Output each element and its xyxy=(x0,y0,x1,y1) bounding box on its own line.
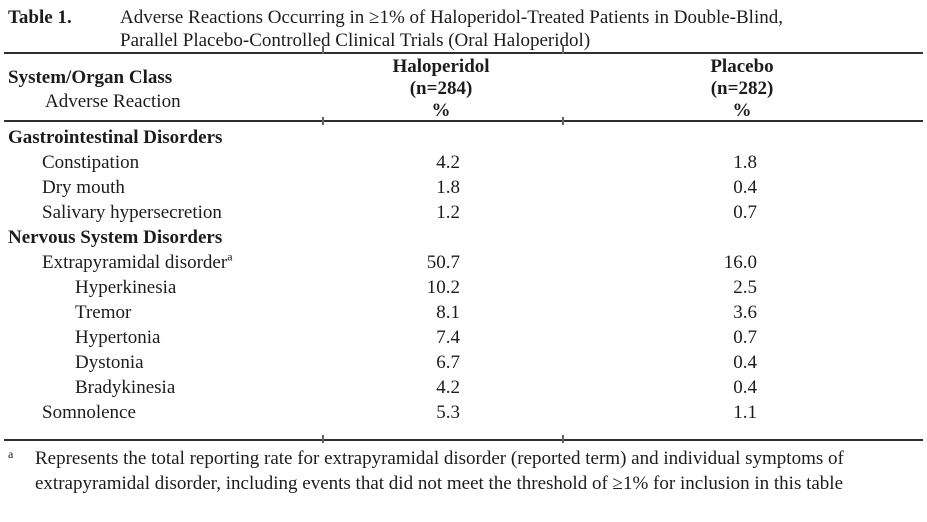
haloperidol-value: 4.2 xyxy=(436,376,460,398)
footnote-marker: a xyxy=(8,446,14,461)
table-row: Hyperkinesia 10.2 2.5 xyxy=(4,275,923,300)
column-tick xyxy=(322,435,324,443)
column-tick xyxy=(322,117,324,125)
placebo-value: 0.4 xyxy=(733,176,757,198)
row-label: Salivary hypersecretion xyxy=(42,201,222,223)
caption-title-line-2: Parallel Placebo-Controlled Clinical Tri… xyxy=(120,30,591,51)
header-placebo: Placebo (n=282) % xyxy=(561,54,923,122)
haloperidol-value: 50.7 xyxy=(426,251,460,273)
haloperidol-value: 1.2 xyxy=(436,201,460,223)
row-label: Dry mouth xyxy=(42,176,125,198)
haloperidol-value: 10.2 xyxy=(426,276,460,298)
placebo-value: 16.0 xyxy=(723,251,757,273)
haloperidol-value: 1.8 xyxy=(436,176,460,198)
table-row: Constipation 4.2 1.8 xyxy=(4,150,923,175)
row-label: Constipation xyxy=(42,151,140,173)
table-row: Extrapyramidal disordera 50.7 16.0 xyxy=(4,250,923,275)
table-row: Gastrointestinal Disorders xyxy=(4,125,923,150)
header-haloperidol-unit: % xyxy=(431,100,451,121)
header-placebo-n: (n=282) xyxy=(710,78,774,99)
header-system-organ-class: System/Organ Class Adverse Reaction xyxy=(4,54,321,122)
header-haloperidol: Haloperidol (n=284) % xyxy=(321,54,561,122)
haloperidol-value: 8.1 xyxy=(436,301,460,323)
row-label: Bradykinesia xyxy=(75,376,176,398)
column-tick xyxy=(562,117,564,125)
header-haloperidol-name: Haloperidol xyxy=(392,56,490,77)
divider-bottom xyxy=(4,438,923,441)
haloperidol-value: 6.7 xyxy=(436,351,460,373)
row-label: Somnolence xyxy=(42,401,136,423)
haloperidol-value xyxy=(321,225,561,250)
header-haloperidol-n: (n=284) xyxy=(409,78,473,99)
row-label: Extrapyramidal disordera xyxy=(42,249,233,273)
placebo-value xyxy=(561,125,923,150)
table-row: Dry mouth 1.8 0.4 xyxy=(4,175,923,200)
placebo-value: 0.7 xyxy=(733,201,757,223)
haloperidol-value xyxy=(321,125,561,150)
table-row: Bradykinesia 4.2 0.4 xyxy=(4,375,923,400)
row-label: Hypertonia xyxy=(75,326,161,348)
divider-top xyxy=(4,52,923,54)
table-row: Salivary hypersecretion 1.2 0.7 xyxy=(4,200,923,225)
haloperidol-value: 7.4 xyxy=(436,326,460,348)
table-row: Tremor 8.1 3.6 xyxy=(4,300,923,325)
haloperidol-value: 4.2 xyxy=(436,151,460,173)
column-tick xyxy=(562,46,564,54)
divider-header xyxy=(4,120,923,122)
row-label: Dystonia xyxy=(75,351,144,373)
table-row: Hypertonia 7.4 0.7 xyxy=(4,325,923,350)
table-row: Dystonia 6.7 0.4 xyxy=(4,350,923,375)
table-caption-title: Adverse Reactions Occurring in ≥1% of Ha… xyxy=(120,6,783,52)
header-col1-line2: Adverse Reaction xyxy=(45,91,181,112)
table-caption-label: Table 1. xyxy=(8,7,72,28)
placebo-value: 1.1 xyxy=(733,401,757,423)
header-placebo-name: Placebo xyxy=(710,56,774,77)
caption-title-line-1: Adverse Reactions Occurring in ≥1% of Ha… xyxy=(120,7,783,28)
row-label: Gastrointestinal Disorders xyxy=(8,126,223,148)
placebo-value: 0.4 xyxy=(733,351,757,373)
row-label: Nervous System Disorders xyxy=(8,226,223,248)
placebo-value: 0.4 xyxy=(733,376,757,398)
header-placebo-unit: % xyxy=(732,100,752,121)
footnote-text: Represents the total reporting rate for … xyxy=(35,447,844,494)
row-label: Tremor xyxy=(75,301,132,323)
table-row: Nervous System Disorders xyxy=(4,225,923,250)
placebo-value xyxy=(561,225,923,250)
column-tick xyxy=(322,46,324,54)
header-col1-line1: System/Organ Class xyxy=(8,67,173,88)
row-label: Hyperkinesia xyxy=(75,276,177,298)
placebo-value: 0.7 xyxy=(733,326,757,348)
placebo-value: 2.5 xyxy=(733,276,757,298)
table-body: Gastrointestinal Disorders Constipation … xyxy=(4,122,923,425)
placebo-value: 1.8 xyxy=(733,151,757,173)
table-row: Somnolence 5.3 1.1 xyxy=(4,400,923,425)
footnote: a Represents the total reporting rate fo… xyxy=(0,441,927,496)
placebo-value: 3.6 xyxy=(733,301,757,323)
column-tick xyxy=(562,435,564,443)
table-caption: Table 1. Adverse Reactions Occurring in … xyxy=(0,0,927,52)
haloperidol-value: 5.3 xyxy=(436,401,460,423)
table-header: System/Organ Class Adverse Reaction Halo… xyxy=(4,54,923,122)
